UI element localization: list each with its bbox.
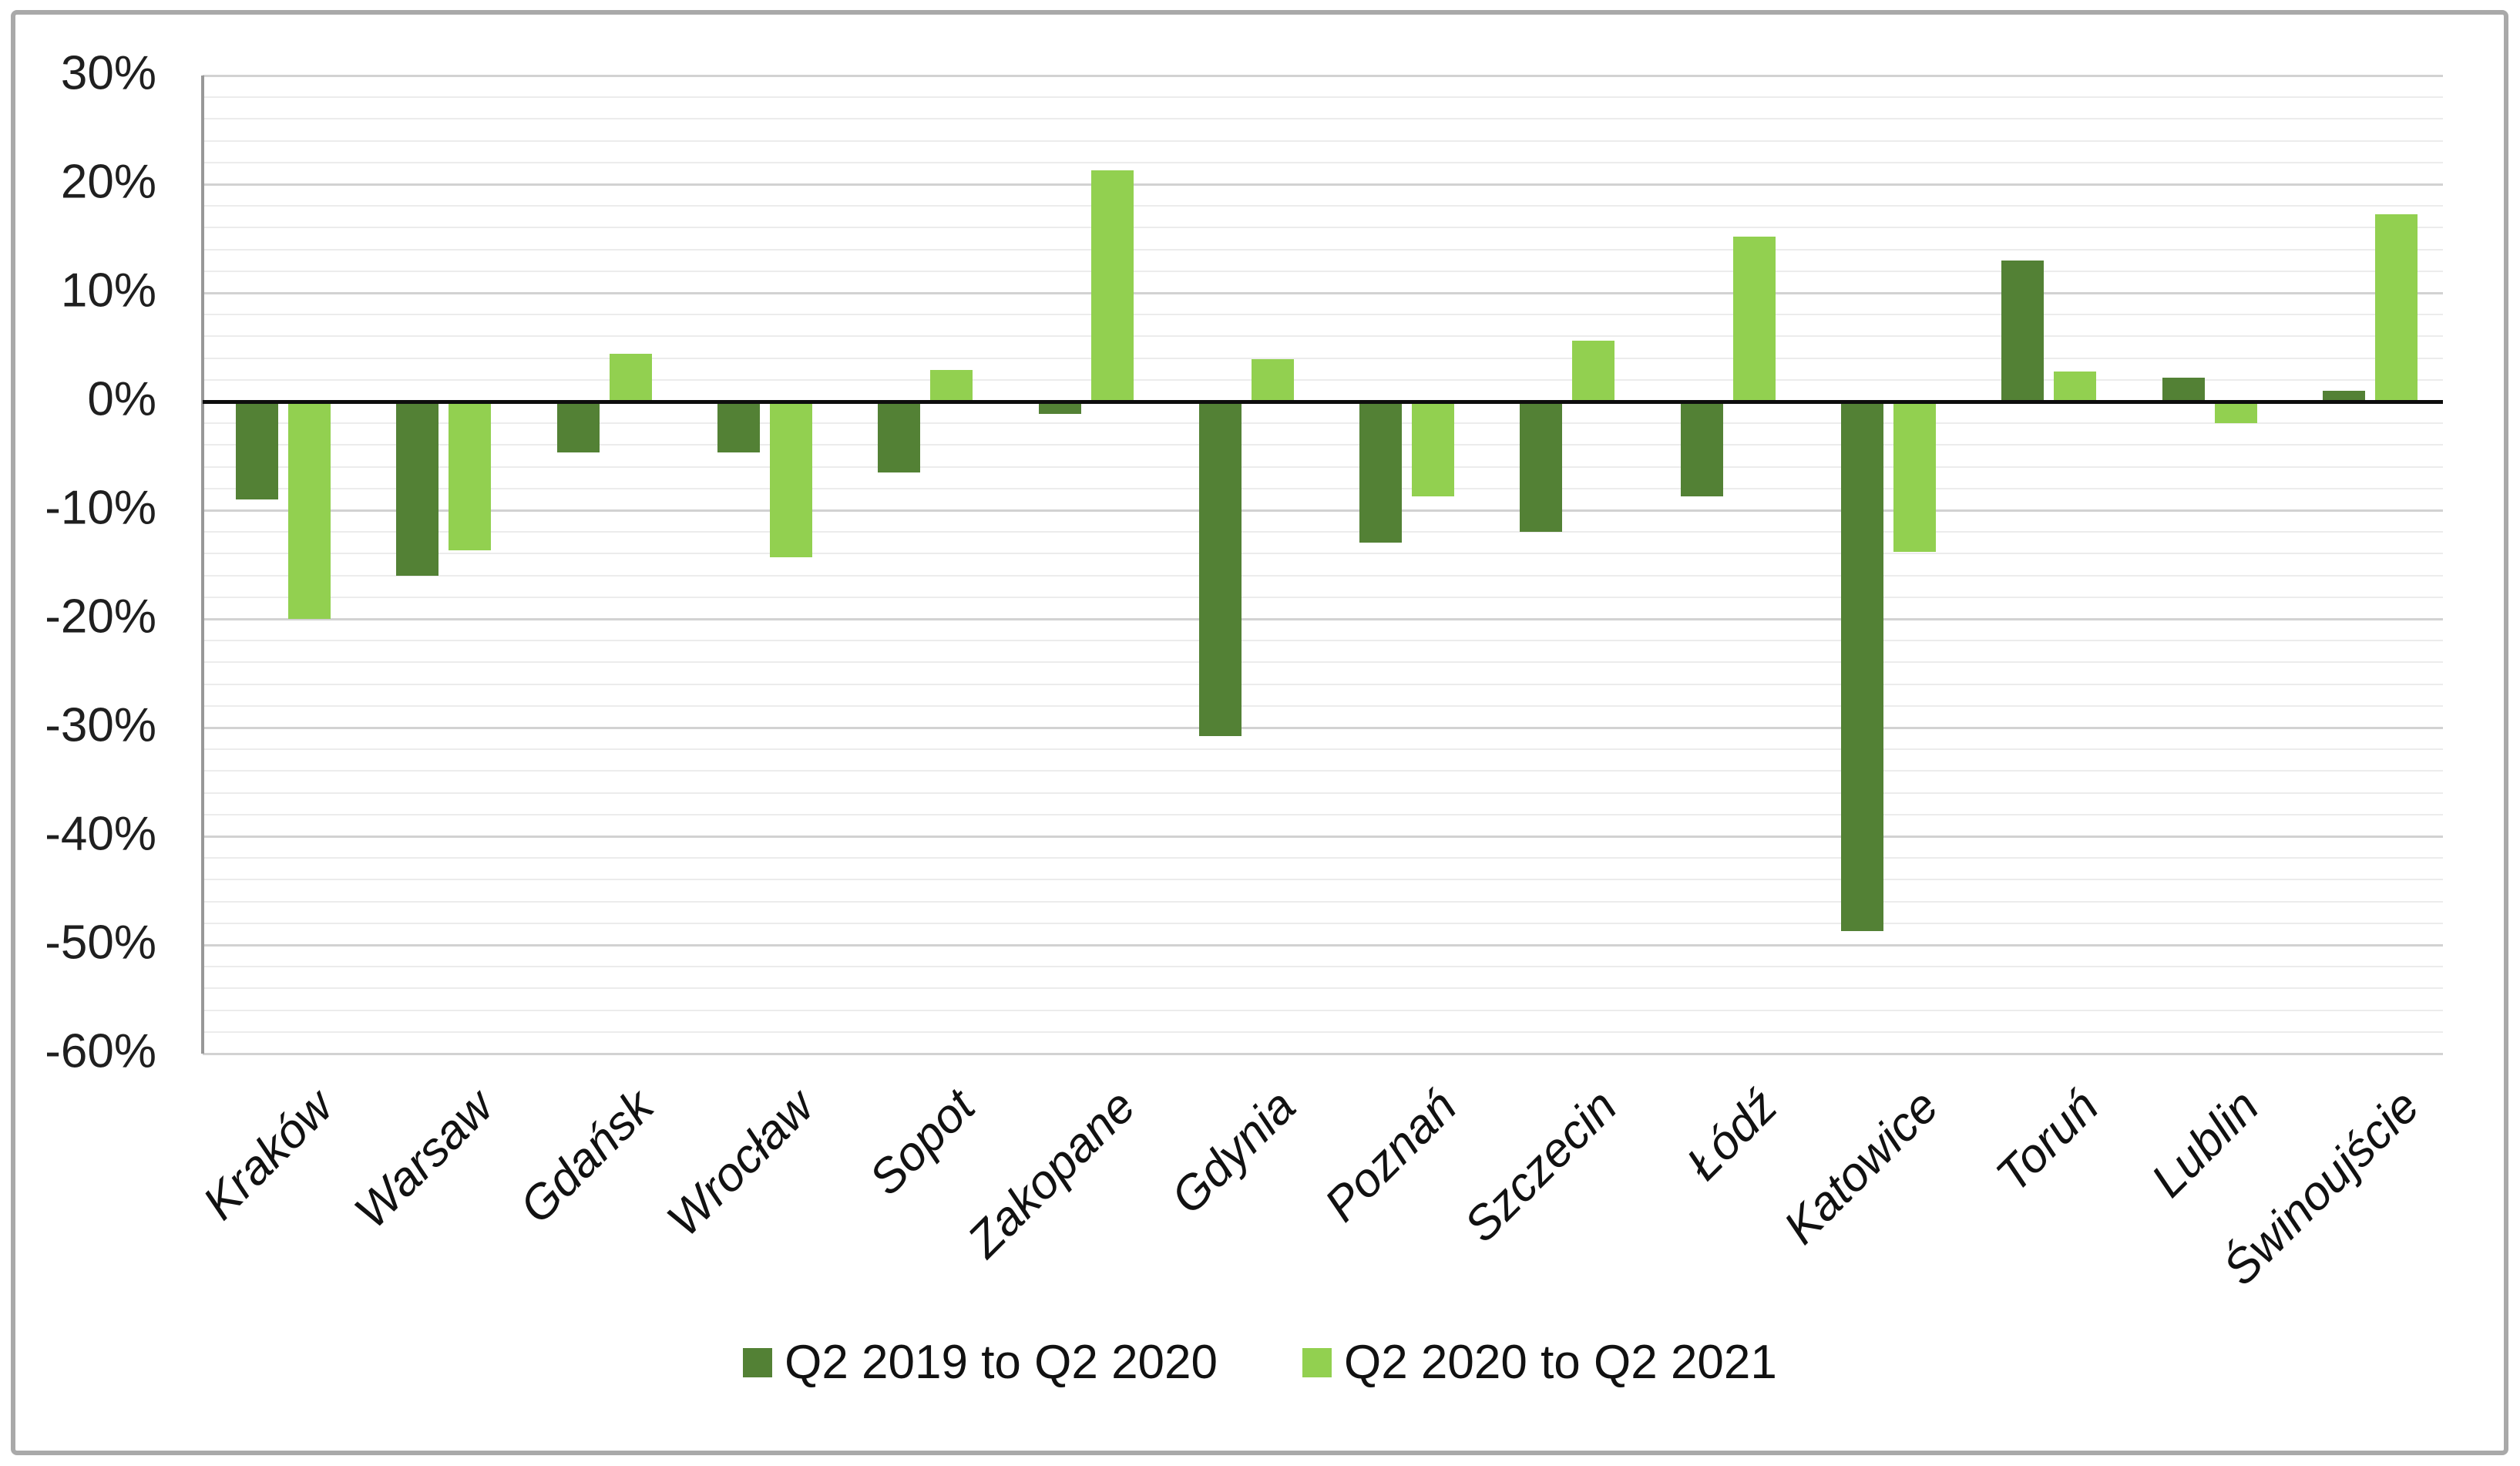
y-tick-label-0%: 0%: [87, 372, 156, 426]
major-gridline--10pct: [203, 509, 2443, 512]
bar-Lublin-Q2-2020-to-Q2-2021: [2215, 402, 2257, 424]
bar-Zakopane-Q2-2020-to-Q2-2021: [1091, 170, 1134, 402]
minor-gridline--52pct: [203, 966, 2443, 968]
minor-gridline-4pct: [203, 357, 2443, 359]
y-tick-label-30%: 30%: [60, 46, 156, 100]
bar-Zakopane-Q2-2019-to-Q2-2020: [1039, 402, 1081, 414]
minor-gridline--18pct: [203, 596, 2443, 598]
major-gridline-10pct: [203, 291, 2443, 294]
minor-gridline--48pct: [203, 922, 2443, 924]
minor-gridline-24pct: [203, 140, 2443, 142]
bar-Poznań-Q2-2020-to-Q2-2021: [1412, 402, 1454, 496]
minor-gridline--16pct: [203, 574, 2443, 577]
major-gridline--30pct: [203, 726, 2443, 729]
bar-Wrocław-Q2-2019-to-Q2-2020: [717, 402, 760, 453]
bar-Lublin-Q2-2019-to-Q2-2020: [2162, 377, 2205, 402]
bar-Łódź-Q2-2020-to-Q2-2021: [1733, 236, 1776, 402]
bar-Gdańsk-Q2-2020-to-Q2-2021: [610, 353, 652, 402]
minor-gridline-12pct: [203, 270, 2443, 272]
minor-gridline--36pct: [203, 792, 2443, 794]
y-tick-label--10%: -10%: [45, 481, 156, 535]
minor-gridline--28pct: [203, 704, 2443, 707]
minor-gridline--8pct: [203, 487, 2443, 489]
y-tick-label--30%: -30%: [45, 698, 156, 752]
bar-Świnoujście-Q2-2019-to-Q2-2020: [2323, 390, 2365, 402]
bar-Szczecin-Q2-2019-to-Q2-2020: [1520, 402, 1562, 533]
minor-gridline--6pct: [203, 466, 2443, 468]
bar-Katowice-Q2-2019-to-Q2-2020: [1841, 402, 1883, 931]
y-tick-label-20%: 20%: [60, 155, 156, 209]
bar-Łódź-Q2-2019-to-Q2-2020: [1681, 402, 1723, 496]
minor-gridline-22pct: [203, 161, 2443, 163]
minor-gridline--34pct: [203, 770, 2443, 772]
minor-gridline--38pct: [203, 813, 2443, 815]
minor-gridline-18pct: [203, 205, 2443, 207]
bar-Poznań-Q2-2019-to-Q2-2020: [1359, 402, 1402, 543]
major-gridline--40pct: [203, 835, 2443, 838]
legend-label: Q2 2020 to Q2 2021: [1344, 1336, 1777, 1389]
major-gridline--20pct: [203, 617, 2443, 620]
legend-label: Q2 2019 to Q2 2020: [785, 1336, 1218, 1389]
bar-Sopot-Q2-2020-to-Q2-2021: [930, 370, 973, 402]
bar-Gdynia-Q2-2020-to-Q2-2021: [1252, 359, 1294, 402]
major-gridline-30pct: [203, 74, 2443, 77]
minor-gridline-8pct: [203, 314, 2443, 316]
bar-Warsaw-Q2-2019-to-Q2-2020: [396, 402, 438, 576]
minor-gridline-6pct: [203, 335, 2443, 338]
y-tick-label--20%: -20%: [45, 590, 156, 644]
major-gridline--60pct: [203, 1052, 2443, 1055]
legend-swatch-dark-green: [743, 1347, 773, 1377]
minor-gridline--4pct: [203, 444, 2443, 446]
bar-Toruń-Q2-2020-to-Q2-2021: [2054, 371, 2096, 402]
y-axis-line: [201, 76, 204, 1054]
legend-swatch-light-green: [1302, 1347, 1332, 1377]
y-tick-label--50%: -50%: [45, 916, 156, 970]
legend-entry-q2-2019-to-q2-2020: Q2 2019 to Q2 2020: [743, 1335, 1218, 1390]
minor-gridline--26pct: [203, 683, 2443, 685]
minor-gridline--56pct: [203, 1009, 2443, 1011]
minor-gridline--32pct: [203, 748, 2443, 751]
bar-Gdynia-Q2-2019-to-Q2-2020: [1199, 402, 1242, 737]
y-tick-label-10%: 10%: [60, 264, 156, 318]
minor-gridline--2pct: [203, 422, 2443, 425]
legend: Q2 2019 to Q2 2020 Q2 2020 to Q2 2021: [0, 1335, 2520, 1390]
minor-gridline--22pct: [203, 640, 2443, 642]
minor-gridline-16pct: [203, 227, 2443, 229]
bar-Toruń-Q2-2019-to-Q2-2020: [2001, 260, 2044, 402]
bar-Gdańsk-Q2-2019-to-Q2-2020: [557, 402, 600, 453]
y-tick-label--40%: -40%: [45, 807, 156, 861]
minor-gridline-28pct: [203, 96, 2443, 99]
bar-Kraków-Q2-2020-to-Q2-2021: [288, 402, 331, 619]
minor-gridline--42pct: [203, 857, 2443, 859]
minor-gridline-2pct: [203, 378, 2443, 381]
minor-gridline-26pct: [203, 118, 2443, 120]
minor-gridline--54pct: [203, 987, 2443, 990]
zero-axis-line: [203, 399, 2443, 404]
bar-Warsaw-Q2-2020-to-Q2-2021: [449, 402, 491, 551]
legend-entry-q2-2020-to-q2-2021: Q2 2020 to Q2 2021: [1302, 1335, 1777, 1390]
minor-gridline-14pct: [203, 248, 2443, 250]
minor-gridline--58pct: [203, 1031, 2443, 1033]
minor-gridline--14pct: [203, 553, 2443, 555]
minor-gridline--46pct: [203, 900, 2443, 903]
minor-gridline--12pct: [203, 531, 2443, 533]
y-tick-label--60%: -60%: [45, 1024, 156, 1078]
major-gridline--50pct: [203, 943, 2443, 947]
major-gridline-20pct: [203, 183, 2443, 186]
bar-Szczecin-Q2-2020-to-Q2-2021: [1572, 341, 1614, 402]
bar-Wrocław-Q2-2020-to-Q2-2021: [770, 402, 812, 557]
bar-Kraków-Q2-2019-to-Q2-2020: [236, 402, 278, 499]
minor-gridline--24pct: [203, 661, 2443, 664]
bar-Sopot-Q2-2019-to-Q2-2020: [878, 402, 920, 472]
bar-Katowice-Q2-2020-to-Q2-2021: [1893, 402, 1936, 552]
minor-gridline--44pct: [203, 879, 2443, 881]
bar-Świnoujście-Q2-2020-to-Q2-2021: [2375, 214, 2418, 402]
